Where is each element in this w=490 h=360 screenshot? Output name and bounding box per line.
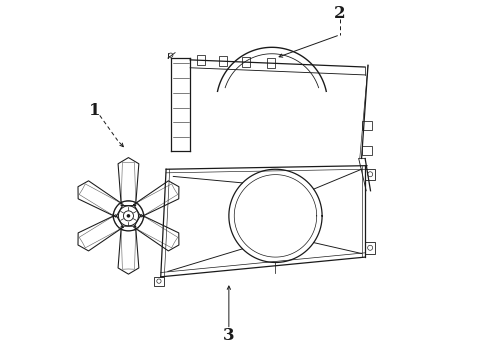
Bar [154, 277, 164, 286]
Bar [267, 58, 275, 68]
Bar [242, 57, 250, 67]
Bar [365, 168, 375, 180]
Text: 2: 2 [334, 5, 346, 22]
Text: 3: 3 [223, 328, 235, 345]
Bar [365, 242, 375, 253]
Bar [197, 55, 205, 65]
Bar [362, 121, 371, 130]
Text: 1: 1 [89, 102, 100, 118]
Bar [362, 146, 371, 155]
Bar [219, 56, 227, 66]
Circle shape [126, 214, 130, 218]
